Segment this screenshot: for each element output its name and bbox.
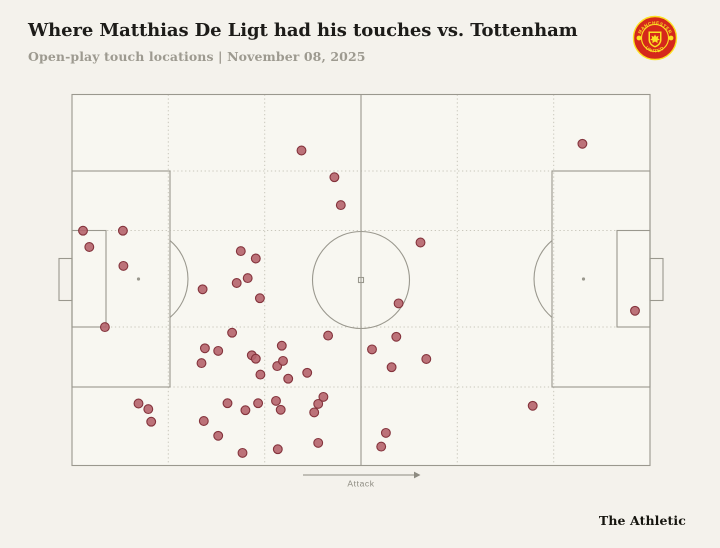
penalty-spot-left bbox=[136, 277, 141, 281]
touch-marker bbox=[231, 278, 242, 288]
touch-marker bbox=[272, 444, 283, 455]
touch-marker bbox=[275, 404, 286, 415]
touch-marker bbox=[199, 343, 210, 354]
penalty-arc-left bbox=[169, 240, 189, 318]
touch-marker bbox=[133, 398, 144, 409]
touch-marker bbox=[196, 358, 207, 369]
touch-marker bbox=[197, 284, 208, 295]
touch-marker bbox=[380, 427, 391, 438]
touch-marker bbox=[250, 253, 261, 264]
touch-marker bbox=[117, 225, 128, 236]
pitch-markings bbox=[58, 93, 664, 467]
touch-marker bbox=[386, 362, 397, 373]
touch-marker bbox=[313, 437, 324, 448]
crest-text-bottom: UNITED bbox=[645, 45, 666, 53]
brand-wordmark: The Athletic bbox=[598, 513, 686, 528]
center-circle bbox=[311, 230, 411, 330]
touch-marker bbox=[250, 353, 261, 364]
touch-marker bbox=[242, 273, 253, 284]
touch-marker bbox=[253, 398, 264, 409]
touch-marker bbox=[421, 354, 432, 364]
center-mark bbox=[357, 276, 365, 284]
attack-annotation: Attack bbox=[303, 471, 421, 489]
attack-label: Attack bbox=[347, 479, 374, 489]
penalty-spots bbox=[136, 277, 586, 281]
touch-marker bbox=[143, 404, 154, 415]
touch-marker bbox=[376, 441, 387, 452]
touch-marker bbox=[227, 327, 238, 338]
penalty-arc-right bbox=[533, 240, 553, 318]
touch-marker bbox=[313, 398, 324, 409]
touch-marker bbox=[78, 225, 88, 236]
touch-marker bbox=[302, 367, 313, 378]
touch-marker bbox=[213, 430, 224, 441]
touch-marker bbox=[630, 305, 640, 316]
page-subtitle: Open-play touch locations | November 08,… bbox=[28, 48, 366, 64]
touch-marker bbox=[309, 407, 320, 418]
touch-marker bbox=[393, 298, 404, 309]
crest-football-right bbox=[668, 35, 674, 41]
crest-devil bbox=[650, 34, 660, 44]
touch-marker bbox=[335, 200, 346, 211]
touch-marker bbox=[415, 237, 426, 248]
header: Where Matthias De Ligt had his touches v… bbox=[28, 20, 630, 64]
touch-marker bbox=[146, 416, 157, 427]
touch-marker bbox=[271, 395, 281, 406]
touch-marker bbox=[296, 145, 307, 156]
touch-marker bbox=[235, 246, 246, 257]
attack-arrowhead-icon bbox=[414, 471, 421, 479]
touch-marker bbox=[367, 344, 377, 355]
touch-marker bbox=[276, 340, 287, 351]
touch-marker bbox=[577, 138, 588, 149]
touch-marker bbox=[254, 293, 265, 304]
touch-marker bbox=[278, 355, 288, 366]
touch-marker bbox=[318, 391, 329, 402]
touch-marker bbox=[198, 416, 209, 426]
penalty-spot-right bbox=[581, 277, 586, 281]
touch-marker bbox=[240, 405, 251, 416]
touch-markers bbox=[78, 138, 640, 458]
touch-marker bbox=[527, 400, 538, 411]
touch-marker bbox=[84, 242, 95, 252]
touch-marker bbox=[99, 322, 110, 333]
touch-marker bbox=[329, 172, 340, 183]
touch-marker bbox=[213, 345, 224, 356]
touch-marker bbox=[283, 373, 294, 384]
touch-marker bbox=[237, 447, 248, 458]
touch-marker bbox=[118, 260, 129, 271]
goal-left bbox=[58, 257, 73, 302]
crest-football-left bbox=[636, 35, 642, 41]
goal-right bbox=[649, 257, 664, 302]
manchester-united-crest-icon: MANCHESTER UNITED bbox=[632, 15, 678, 61]
touch-marker bbox=[222, 398, 233, 409]
touch-marker bbox=[391, 331, 402, 342]
touch-marker bbox=[255, 369, 266, 380]
page-title: Where Matthias De Ligt had his touches v… bbox=[28, 20, 578, 41]
touch-marker bbox=[323, 330, 334, 341]
